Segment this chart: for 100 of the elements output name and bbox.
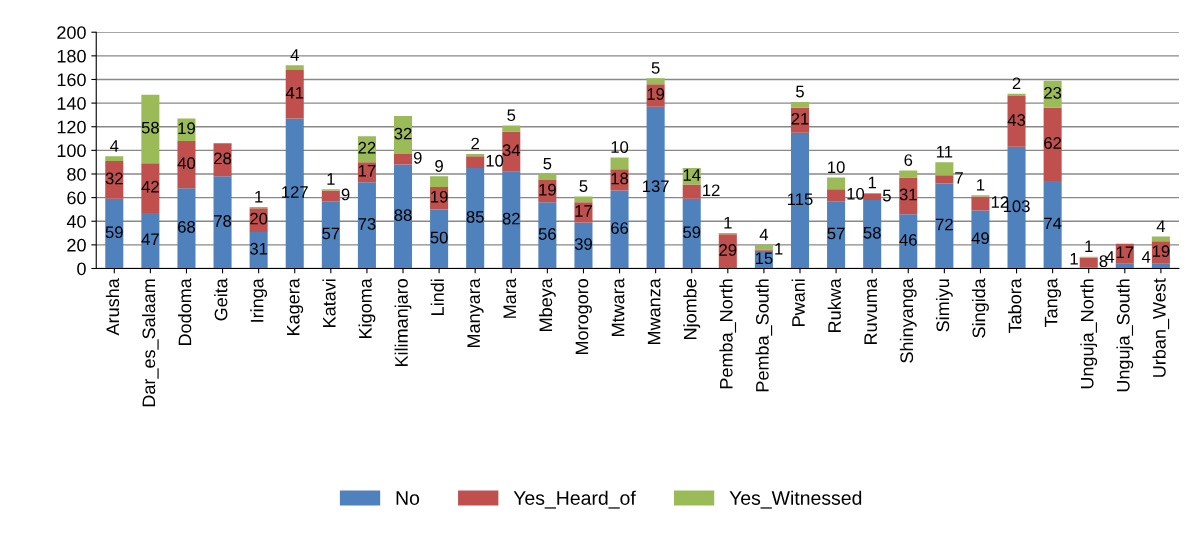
y-tick-label: 0 — [77, 262, 86, 276]
data-label: 4 — [759, 228, 769, 241]
data-label: 10 — [828, 161, 845, 174]
data-label: 22 — [358, 141, 376, 154]
data-label: 59 — [683, 226, 701, 239]
data-label: 42 — [141, 180, 159, 193]
x-tick-label: Ruvuma — [864, 278, 878, 344]
data-label: 43 — [1007, 114, 1026, 126]
data-label: 10 — [486, 154, 504, 167]
data-label: 2 — [1012, 77, 1021, 90]
data-label: 72 — [935, 218, 953, 231]
y-tick-label: 120 — [57, 120, 86, 134]
data-label: 1 — [868, 176, 876, 189]
y-tick-label: 140 — [57, 97, 86, 110]
data-label: 2 — [471, 137, 479, 150]
data-label: 39 — [574, 238, 592, 250]
y-tick-label: 60 — [67, 191, 86, 205]
data-label: 5 — [796, 85, 804, 98]
data-label: 66 — [611, 222, 629, 234]
data-label: 5 — [651, 62, 660, 74]
data-label: 1 — [327, 173, 335, 185]
data-label: 19 — [647, 88, 665, 100]
data-label: 1 — [775, 243, 783, 255]
x-tick-label: Urban_West — [1152, 278, 1170, 377]
data-label: 28 — [214, 152, 232, 165]
data-label: 57 — [827, 227, 845, 240]
data-label: 21 — [791, 112, 809, 125]
data-label: 57 — [322, 227, 340, 240]
y-tick-label: 20 — [67, 238, 86, 252]
data-label: 19 — [178, 122, 195, 135]
x-tick-label: Dar_es_Salaam — [141, 279, 159, 407]
data-label: 10 — [611, 141, 629, 153]
x-tick-label: Njombe — [683, 279, 701, 339]
data-label: 14 — [683, 169, 701, 181]
x-tick-label: Manyara — [467, 278, 484, 347]
x-tick-label: Kagera — [286, 278, 304, 335]
data-label: 47 — [141, 233, 159, 246]
y-tick-label: 80 — [67, 167, 86, 181]
data-label: 20 — [250, 212, 268, 225]
data-label: 9 — [413, 151, 422, 164]
data-label: 7 — [955, 172, 963, 184]
data-label: 4 — [110, 140, 119, 152]
x-tick-label: Geita — [214, 278, 228, 321]
x-tick-label: Tanga — [1044, 278, 1062, 327]
data-label: 58 — [141, 121, 159, 134]
data-label: 49 — [971, 232, 989, 245]
legend-label: No — [396, 491, 420, 505]
data-label: 18 — [611, 172, 629, 185]
data-label: 15 — [755, 252, 773, 265]
data-label: 9 — [341, 188, 350, 201]
data-label: 11 — [936, 146, 953, 158]
data-label: 40 — [177, 157, 196, 170]
x-tick-label: Kilimanjaro — [394, 278, 412, 367]
x-tick-label: Katavi — [322, 279, 336, 327]
data-label: 17 — [575, 205, 592, 217]
x-tick-label: Arusha — [105, 278, 120, 336]
x-tick-label: Tabora — [1008, 278, 1022, 334]
data-label: 5 — [507, 109, 516, 122]
x-tick-label: Mara — [503, 278, 517, 318]
x-tick-label: Morogoro — [575, 278, 592, 355]
data-label: 29 — [719, 244, 737, 256]
x-tick-label: Mtwara — [611, 278, 625, 336]
data-label: 46 — [899, 234, 917, 246]
x-tick-label: Shinyanga — [899, 278, 917, 363]
data-label: 59 — [105, 226, 123, 239]
data-label: 74 — [1044, 217, 1062, 230]
data-label: 4 — [1156, 220, 1166, 232]
data-label: 31 — [899, 188, 917, 201]
data-label: 5 — [543, 157, 552, 170]
data-label: 19 — [1152, 245, 1170, 258]
legend-label: Yes_Witnessed — [729, 490, 862, 509]
x-tick-label: Simiyu — [935, 279, 953, 332]
x-tick-label: Kigoma — [358, 278, 376, 338]
x-tick-label: Rukwa — [827, 278, 841, 332]
data-label: 1 — [1070, 252, 1078, 265]
x-tick-label: Pemba_South — [755, 279, 773, 392]
x-tick-label: Mbeya — [538, 278, 556, 331]
data-label: 19 — [539, 183, 556, 196]
data-label: 1 — [977, 179, 985, 191]
y-tick-label: 200 — [57, 26, 86, 39]
data-label: 5 — [882, 189, 891, 202]
data-label: 73 — [358, 218, 376, 230]
y-tick-label: 100 — [57, 144, 86, 158]
x-tick-label: Singida — [972, 278, 989, 338]
data-label: 32 — [394, 127, 412, 140]
data-label: 6 — [904, 154, 913, 166]
x-tick-label: Iringa — [250, 278, 268, 322]
data-label: 1 — [724, 216, 732, 229]
data-label: 4 — [290, 49, 299, 61]
data-label: 85 — [466, 210, 484, 223]
y-tick-label: 180 — [57, 49, 86, 63]
data-label: 82 — [502, 212, 520, 225]
x-tick-label: Pemba_North — [719, 279, 737, 389]
x-tick-label: Lindi — [430, 279, 444, 315]
data-label: 56 — [538, 228, 556, 240]
y-tick-label: 160 — [57, 73, 86, 87]
x-tick-label: Unguja_South — [1116, 279, 1134, 392]
data-label: 62 — [1044, 137, 1062, 149]
x-tick-label: Unguja_North — [1080, 279, 1098, 389]
data-label: 115 — [787, 193, 813, 206]
